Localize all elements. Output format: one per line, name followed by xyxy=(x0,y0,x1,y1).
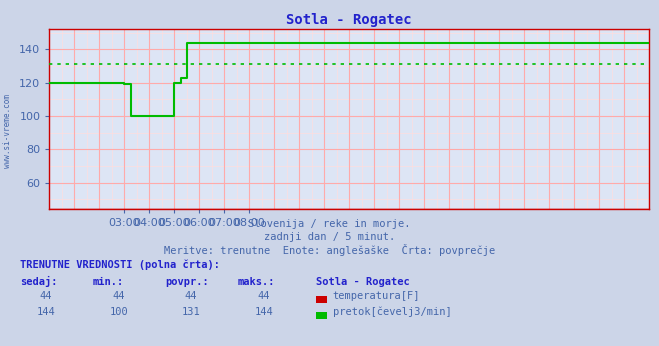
Text: 131: 131 xyxy=(182,307,200,317)
Text: 44: 44 xyxy=(185,291,197,301)
Text: 144: 144 xyxy=(254,307,273,317)
Text: min.:: min.: xyxy=(92,277,123,288)
Text: 100: 100 xyxy=(109,307,128,317)
Text: www.si-vreme.com: www.si-vreme.com xyxy=(3,94,13,169)
Text: Sotla - Rogatec: Sotla - Rogatec xyxy=(316,277,410,288)
Text: zadnji dan / 5 minut.: zadnji dan / 5 minut. xyxy=(264,233,395,243)
Text: sedaj:: sedaj: xyxy=(20,276,57,288)
Title: Sotla - Rogatec: Sotla - Rogatec xyxy=(287,13,412,27)
Text: maks.:: maks.: xyxy=(237,277,275,288)
Text: 44: 44 xyxy=(258,291,270,301)
Text: povpr.:: povpr.: xyxy=(165,277,208,288)
Text: TRENUTNE VREDNOSTI (polna črta):: TRENUTNE VREDNOSTI (polna črta): xyxy=(20,260,219,270)
Text: pretok[čevelj3/min]: pretok[čevelj3/min] xyxy=(333,306,451,317)
Text: Slovenija / reke in morje.: Slovenija / reke in morje. xyxy=(248,219,411,229)
Text: 44: 44 xyxy=(40,291,52,301)
Text: 144: 144 xyxy=(37,307,55,317)
Text: 44: 44 xyxy=(113,291,125,301)
Text: temperatura[F]: temperatura[F] xyxy=(333,291,420,301)
Text: Meritve: trenutne  Enote: anglešaške  Črta: povprečje: Meritve: trenutne Enote: anglešaške Črta… xyxy=(164,244,495,256)
